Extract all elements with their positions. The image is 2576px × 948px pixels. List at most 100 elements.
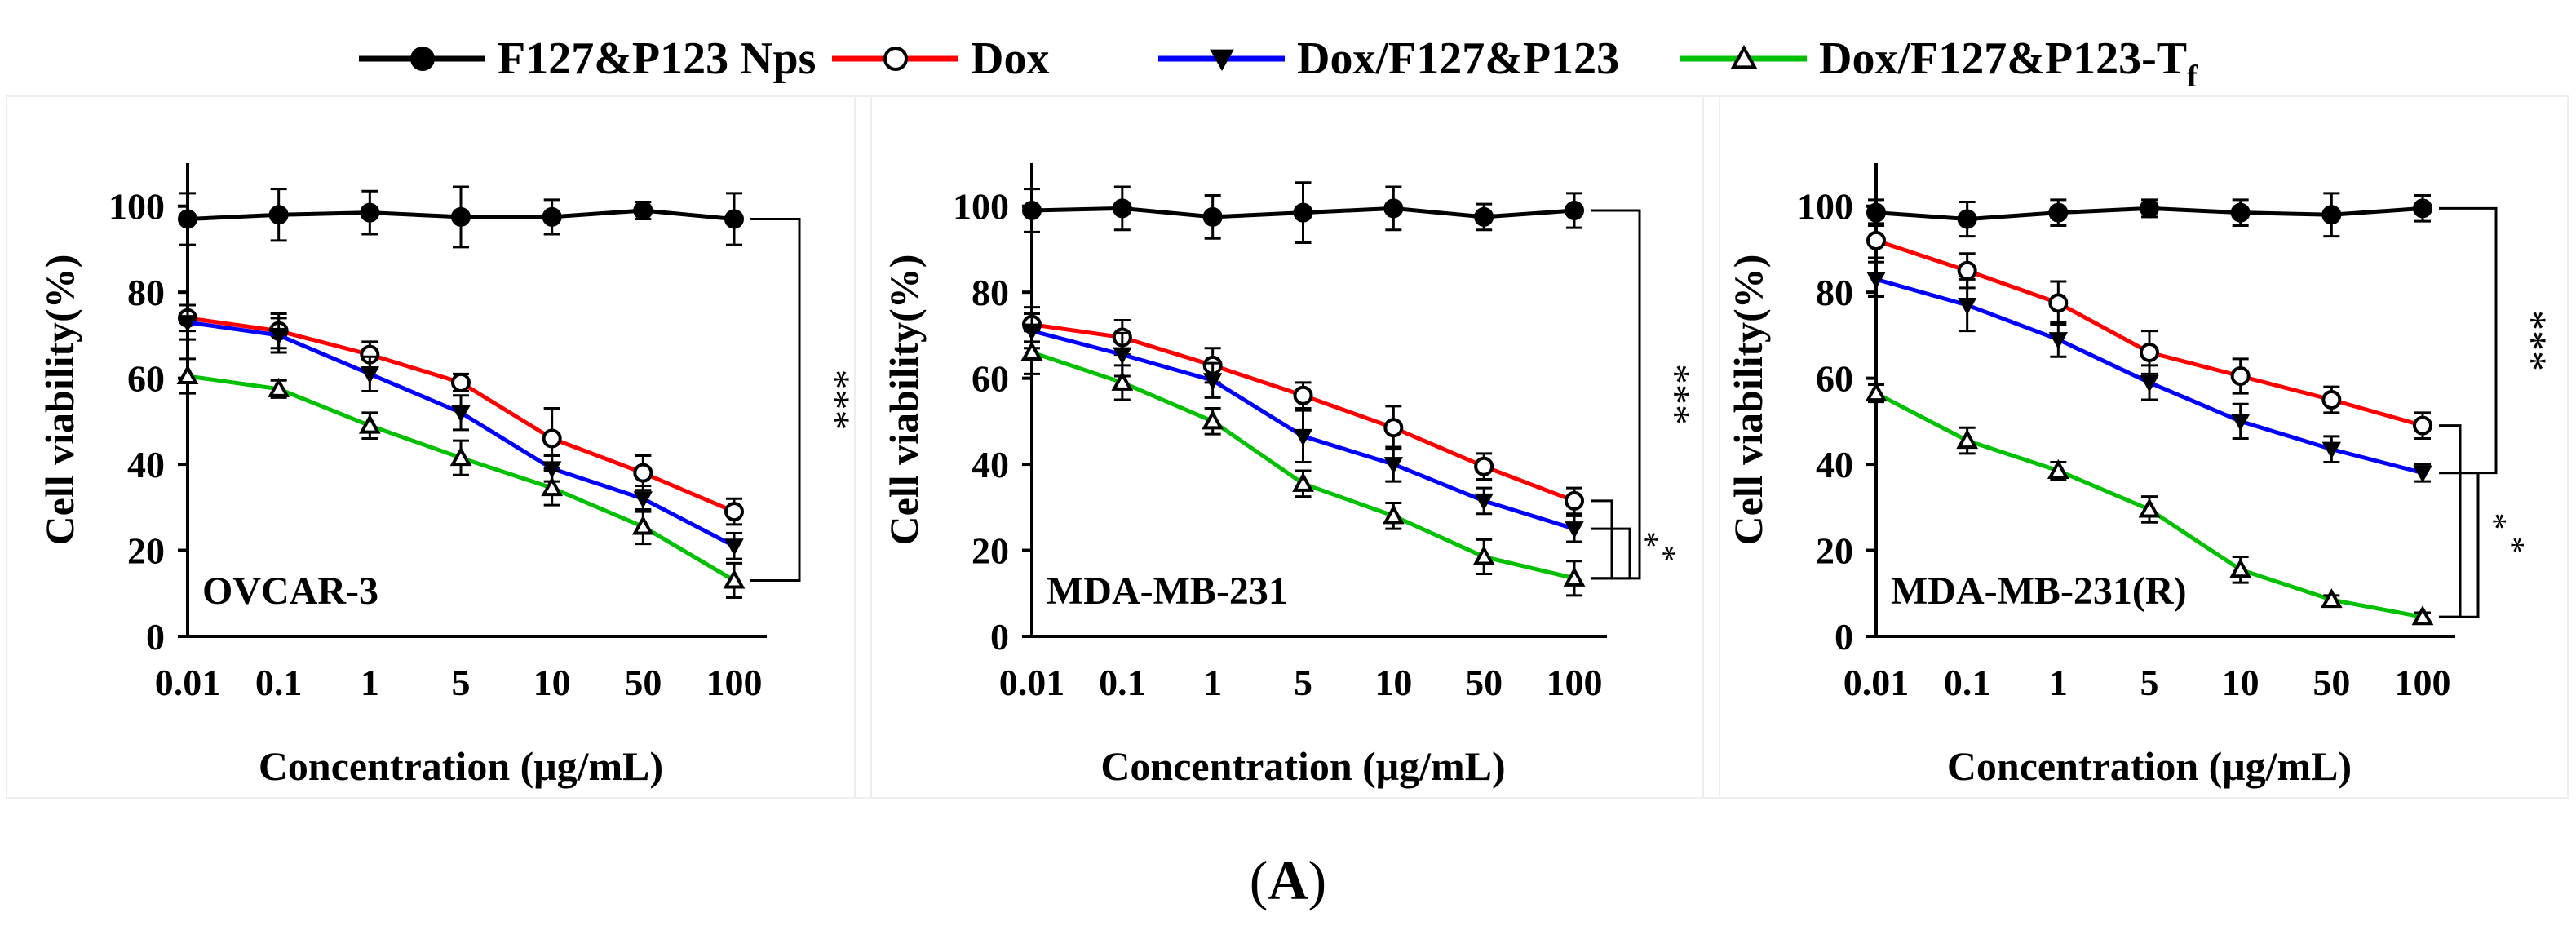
data-point (1565, 490, 1584, 511)
x-tick-label: 10 (1374, 662, 1412, 703)
data-point (2229, 558, 2252, 578)
data-point (2230, 414, 2251, 432)
significance-bracket: * (1591, 527, 1682, 580)
data-point (1293, 428, 1313, 446)
legend-label: Dox/F127&P123 (1297, 33, 1619, 84)
x-tick-label: 1 (1203, 662, 1222, 703)
chart-panel: 0 20 40 60 80 100 0.01 0.1 1 5 10 50 100 Concentratio… (6, 95, 872, 799)
data-point (1292, 472, 1314, 492)
bracket-line (1591, 209, 1641, 580)
data-point (541, 476, 564, 497)
series (1866, 260, 2432, 483)
data-point (360, 366, 380, 384)
bracket-line (2439, 424, 2462, 618)
data-point (1202, 410, 1224, 430)
panel-label: OVCAR-3 (202, 569, 378, 613)
data-point (449, 446, 472, 467)
panel-frame (6, 95, 872, 799)
data-point (723, 569, 746, 589)
y-tick-label: 40 (1816, 444, 1853, 485)
legend-label-text: Dox (971, 33, 1049, 84)
data-point (1383, 418, 1404, 438)
data-point (358, 414, 381, 434)
data-point (178, 315, 197, 333)
data-point (178, 209, 197, 229)
bracket-line (1591, 499, 1613, 580)
y-tick-label: 0 (1835, 616, 1853, 658)
y-tick-label: 40 (127, 444, 165, 485)
data-point (2138, 498, 2161, 518)
data-point (1293, 202, 1313, 223)
data-point (1383, 198, 1404, 219)
x-axis-label: Concentration (μg/mL) (1100, 743, 1505, 789)
legend-label-subscript: f (2187, 60, 2198, 94)
data-point (360, 202, 380, 223)
y-tick-label: 20 (972, 530, 1009, 572)
significance-bracket: *** (750, 218, 859, 582)
data-point (724, 538, 744, 556)
y-tick-label: 0 (146, 616, 165, 658)
caption-letter: A (1268, 849, 1308, 911)
data-point (1383, 457, 1404, 475)
data-point (724, 502, 744, 522)
significance-label: * (2475, 512, 2512, 529)
data-point (2047, 458, 2069, 479)
y-tick-label: 80 (1816, 272, 1853, 313)
data-point (451, 405, 471, 423)
data-point (1113, 347, 1132, 365)
legend-marker (1730, 44, 1758, 69)
x-tick-label: 50 (1465, 662, 1503, 703)
data-point (2140, 343, 2159, 362)
x-tick-label: 5 (2140, 662, 2159, 703)
significance-bracket: *** (2439, 206, 2556, 475)
data-point (1202, 373, 1223, 391)
y-tick-label: 100 (953, 186, 1009, 228)
data-point (1866, 230, 1886, 250)
chart-legend: F127&P123 Nps Dox Dox/F127&P123 Dox/F127&P1… (359, 33, 2198, 94)
x-tick-label: 0.1 (1099, 662, 1146, 703)
bracket-line (2439, 206, 2498, 475)
series (1022, 312, 1584, 543)
data-point (1866, 272, 1886, 290)
legend-marker (1210, 49, 1234, 72)
x-tick-label: 0.01 (1843, 662, 1910, 703)
data-point (1956, 428, 1979, 450)
data-point (176, 364, 199, 384)
legend-item: Dox (832, 33, 1049, 84)
significance-bracket: * (2439, 424, 2512, 618)
data-point (2048, 202, 2069, 223)
legend-label-text: Dox/F127&P123 (1297, 33, 1619, 84)
data-point (1865, 381, 1888, 402)
data-point (633, 463, 653, 483)
y-tick-label: 0 (990, 616, 1009, 658)
data-point (633, 491, 653, 509)
data-point (268, 327, 289, 345)
data-point (1565, 201, 1584, 220)
x-tick-label: 0.01 (999, 662, 1065, 703)
x-tick-label: 0.01 (155, 662, 221, 703)
data-point (1474, 493, 1494, 511)
data-point (631, 515, 654, 535)
data-point (2140, 374, 2159, 392)
y-axis-label: Cell viability(%) (1725, 255, 1771, 546)
x-tick-label: 50 (624, 662, 662, 703)
x-tick-label: 1 (361, 662, 379, 703)
data-point (1022, 201, 1042, 220)
legend-marker (410, 47, 435, 71)
y-tick-label: 60 (127, 358, 165, 400)
chart-panel: 0 20 40 60 80 100 0.01 0.1 1 5 10 50 100 Concentratio… (1702, 95, 2569, 799)
data-point (1474, 206, 1494, 227)
legend-item: F127&P123 Nps (359, 33, 816, 84)
y-tick-label: 80 (127, 272, 165, 313)
x-tick-label: 0.1 (255, 662, 303, 703)
significance-label: * (2493, 536, 2530, 553)
data-point (268, 377, 290, 397)
x-tick-label: 5 (1294, 662, 1312, 703)
data-point (2230, 202, 2251, 223)
data-point (542, 461, 562, 479)
data-point (2320, 588, 2343, 609)
caption-close: ) (1308, 849, 1327, 911)
series-line (187, 320, 736, 548)
legend-label: Dox (971, 33, 1049, 84)
series (1020, 330, 1586, 597)
